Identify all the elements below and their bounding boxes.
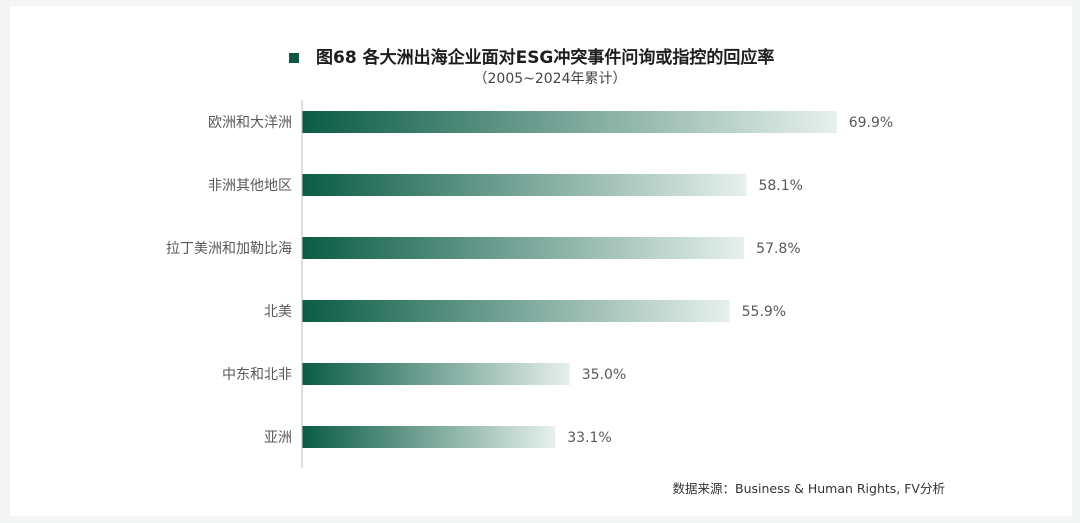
bar bbox=[302, 363, 570, 385]
bars-group: 欧洲和大洋洲 69.9% 非洲其他地区 58.1% 拉丁美洲和加勒比海 57.8% 北美 55… bbox=[166, 111, 893, 448]
category-label: 中东和北非 bbox=[222, 367, 292, 383]
value-label: 58.1% bbox=[758, 178, 802, 194]
category-label: 欧洲和大洋洲 bbox=[208, 115, 292, 131]
bar-chart: 图68 各大洲出海企业面对ESG冲突事件问询或指控的回应率 （2005~2024… bbox=[166, 47, 946, 496]
bar bbox=[302, 426, 556, 448]
chart-panel: 图68 各大洲出海企业面对ESG冲突事件问询或指控的回应率 （2005~2024… bbox=[10, 6, 1072, 516]
category-label: 拉丁美洲和加勒比海 bbox=[166, 241, 292, 257]
category-label: 非洲其他地区 bbox=[208, 178, 292, 194]
value-label: 69.9% bbox=[849, 115, 893, 131]
chart-title: 图68 各大洲出海企业面对ESG冲突事件问询或指控的回应率 bbox=[316, 47, 774, 68]
value-label: 35.0% bbox=[582, 367, 626, 383]
value-label: 57.8% bbox=[756, 241, 800, 257]
value-label: 33.1% bbox=[567, 430, 611, 446]
source-note: 数据来源：Business & Human Rights, FV分析 bbox=[673, 481, 946, 496]
chart-subtitle: （2005~2024年累计） bbox=[474, 71, 627, 87]
bar bbox=[302, 237, 745, 259]
category-label: 北美 bbox=[264, 304, 292, 320]
bar bbox=[302, 300, 730, 322]
value-label: 55.9% bbox=[742, 304, 786, 320]
bar bbox=[302, 174, 747, 196]
bar bbox=[302, 111, 837, 133]
title-marker-icon bbox=[289, 53, 299, 63]
category-label: 亚洲 bbox=[264, 430, 292, 446]
